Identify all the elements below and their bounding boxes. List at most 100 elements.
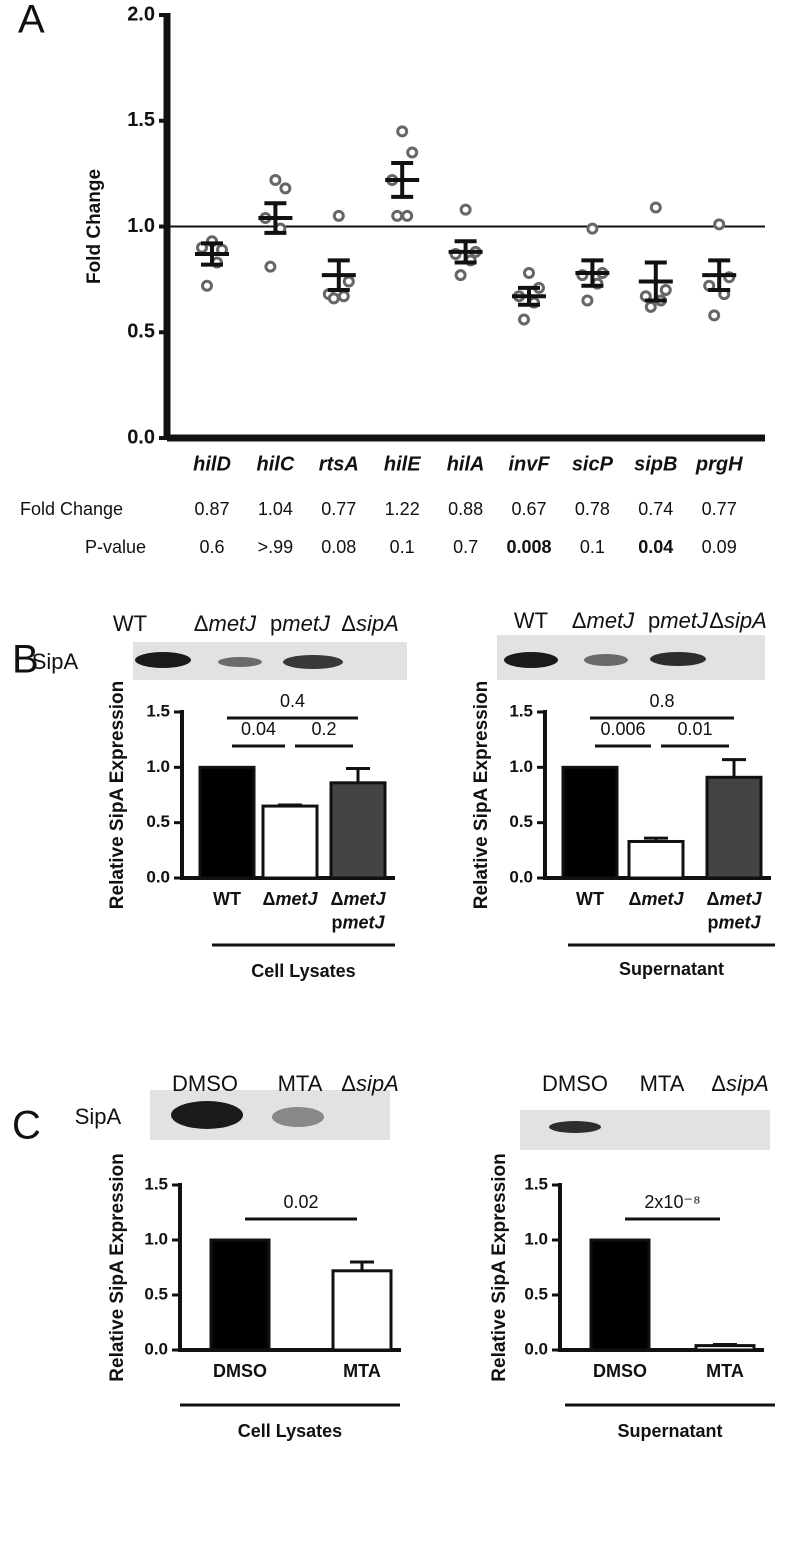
band (584, 654, 628, 666)
x-tick-label: sicP (572, 453, 614, 475)
data-point (396, 125, 409, 138)
p-value-cell: 0.1 (580, 537, 605, 557)
lane-label: DMSO (542, 1071, 608, 1096)
y-tick-label: 1.0 (144, 1229, 168, 1248)
lane-label: MTA (278, 1071, 323, 1096)
data-point (454, 269, 467, 282)
bar (209, 1238, 271, 1352)
x-tick-label: MTA (343, 1361, 381, 1381)
y-axis-label: Relative SipA Expression (107, 1153, 128, 1381)
panel-label: B (12, 638, 39, 682)
bar (561, 765, 619, 880)
x-tick-label: ΔmetJ (263, 889, 319, 909)
data-point (391, 209, 404, 222)
x-tick-label: WT (213, 889, 241, 909)
bar (261, 804, 319, 880)
p-value-cell: 0.008 (506, 537, 551, 557)
data-point (586, 222, 599, 235)
fold-change-cell: 0.87 (194, 499, 229, 519)
y-tick-label: 1.0 (524, 1229, 548, 1248)
data-point (264, 260, 277, 273)
p-value-cell: 0.08 (321, 537, 356, 557)
data-point (201, 279, 213, 292)
blot-row-label: SipA (75, 1104, 122, 1129)
row-header: Fold Change (20, 499, 123, 519)
p-value-label: 0.006 (600, 719, 645, 739)
bar (694, 1344, 756, 1352)
y-tick-label: 1.0 (509, 757, 533, 776)
data-point (659, 283, 672, 296)
data-point (581, 294, 594, 307)
band (171, 1101, 243, 1129)
bar (627, 839, 685, 880)
y-axis-label: Fold Change (84, 169, 105, 284)
y-tick-label: 0.5 (127, 321, 155, 343)
x-tick-label: prgH (695, 453, 743, 475)
bar (331, 1269, 393, 1352)
p-value-label: 0.01 (677, 719, 712, 739)
y-tick-label: 0.5 (509, 812, 533, 831)
bar (198, 765, 256, 880)
p-value-label: 0.02 (283, 1192, 318, 1212)
x-tick-label: ΔmetJ pmetJ (707, 889, 763, 932)
x-tick-label: hilE (384, 453, 421, 475)
data-point (708, 309, 721, 322)
p-value-label: 2x10⁻⁸ (644, 1192, 700, 1212)
x-tick-label: MTA (706, 1361, 744, 1381)
x-tick-label: ΔmetJ pmetJ (331, 889, 387, 932)
row-header: P-value (85, 537, 146, 557)
blot-images (133, 635, 770, 1150)
y-tick-label: 0.5 (144, 1284, 168, 1303)
p-value-label: 0.04 (241, 719, 276, 739)
fold-change-cell: 0.77 (702, 499, 737, 519)
data-point (713, 218, 726, 231)
panel-label: A (18, 0, 45, 42)
y-tick-label: 0.5 (524, 1284, 548, 1303)
x-tick-label: sipB (634, 453, 677, 475)
lane-label: ΔmetJ (572, 608, 635, 633)
lane-label: WT (514, 608, 548, 633)
p-value-cell: 0.04 (638, 537, 673, 557)
data-point (406, 146, 419, 159)
x-tick-label: rtsA (319, 453, 359, 475)
band (650, 652, 706, 666)
y-tick-label: 2.0 (127, 3, 155, 25)
y-tick-label: 0.0 (524, 1339, 548, 1358)
group-label: Cell Lysates (251, 961, 355, 981)
data-point (327, 292, 340, 305)
lane-label: ΔsipA (341, 611, 399, 636)
band (218, 657, 262, 667)
blot-row-label: SipA (32, 649, 79, 674)
fold-change-cell: 1.22 (385, 499, 420, 519)
y-axis-label: Relative SipA Expression (489, 1153, 510, 1381)
p-value-label: 0.4 (280, 691, 305, 711)
group-label: Supernatant (617, 1421, 722, 1441)
lane-label: WT (113, 611, 147, 636)
y-tick-label: 0.0 (144, 1339, 168, 1358)
bar (589, 1238, 651, 1352)
y-tick-label: 1.5 (509, 701, 533, 720)
y-tick-label: 1.0 (127, 215, 155, 237)
lane-label: ΔsipA (709, 608, 767, 633)
y-tick-label: 1.5 (524, 1174, 548, 1193)
y-tick-label: 1.0 (146, 757, 170, 776)
lane-label: DMSO (172, 1071, 238, 1096)
data-point (279, 182, 292, 195)
data-point (644, 300, 657, 313)
band (549, 1121, 601, 1133)
data-point (401, 209, 414, 222)
p-value-cell: 0.1 (390, 537, 415, 557)
lane-label: ΔsipA (711, 1071, 769, 1096)
lane-label: pmetJ (648, 608, 709, 633)
p-value-label: 0.2 (311, 719, 336, 739)
data-point (269, 173, 282, 186)
x-tick-label: WT (576, 889, 604, 909)
band (283, 655, 343, 669)
x-tick-label: hilD (193, 453, 231, 475)
data-point (337, 290, 350, 303)
y-axis-label: Relative SipA Expression (471, 681, 492, 909)
y-tick-label: 0.0 (146, 867, 170, 886)
lane-label: ΔsipA (341, 1071, 399, 1096)
band (504, 652, 558, 668)
